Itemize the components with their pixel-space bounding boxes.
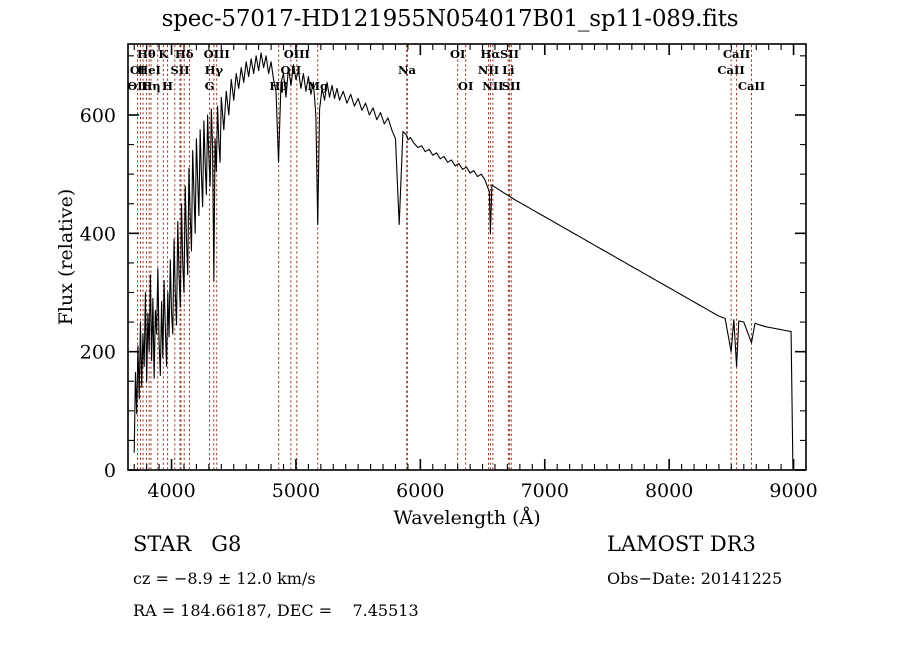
spectral-line-label: Hα (481, 47, 501, 61)
spectral-line-markers (137, 45, 753, 469)
y-tick-label: 600 (80, 105, 116, 127)
spectrum-curve-group (133, 52, 795, 471)
x-tick-label: 6000 (396, 480, 444, 502)
spectrum-curve (133, 52, 795, 471)
meta-cz: cz = −8.9 ± 12.0 km/s (133, 569, 316, 588)
page-title: spec-57017-HD121955N054017B01_sp11-089.f… (161, 6, 739, 32)
x-axis-ticks: 4000 5000 6000 7000 8000 9000 (133, 44, 818, 502)
spectral-line-label: Hγ (205, 63, 224, 77)
spectral-line-label: OII (280, 63, 301, 77)
meta-coordinates: RA = 184.66187, DEC = 7.45513 (133, 601, 419, 620)
spectral-line-label: OI (458, 79, 473, 93)
spectral-line-label: Hθ (137, 47, 156, 61)
spectral-line-label: HeI (137, 63, 161, 77)
spectral-line-label: CaII (738, 79, 765, 93)
y-tick-label: 200 (80, 342, 116, 364)
y-tick-label: 400 (80, 223, 116, 245)
spectral-line-label: CaII (723, 47, 750, 61)
x-tick-label: 7000 (521, 480, 569, 502)
spectral-line-label: SII (170, 63, 189, 77)
meta-obs-date: Obs−Date: 20141225 (607, 569, 783, 588)
meta-survey: LAMOST DR3 (607, 532, 756, 556)
spectral-line-label: NII (478, 63, 499, 77)
spectral-line-label: OIII (284, 47, 310, 61)
spectral-line-label: OI (450, 47, 465, 61)
y-axis-title: Flux (relative) (55, 189, 77, 326)
spectral-line-label: Hη (141, 79, 160, 93)
spectral-line-label: Na (398, 63, 417, 77)
metadata-block: STAR G8 LAMOST DR3 cz = −8.9 ± 12.0 km/s… (0, 528, 900, 638)
spectral-line-label: OII (127, 79, 148, 93)
plot-frame (127, 43, 807, 471)
spectral-line-label: NII (482, 79, 503, 93)
spectral-line-label: K (158, 47, 169, 61)
spectral-line-label: SII (500, 47, 519, 61)
spectral-line-label: H (162, 79, 173, 93)
spectral-line-label: G (205, 79, 215, 93)
spectral-line-label: Mg (307, 79, 328, 93)
y-tick-label: 0 (104, 460, 116, 482)
spectral-line-label: Hδ (175, 47, 194, 61)
axes-frame (127, 43, 807, 471)
spectral-line-label: Li (502, 63, 515, 77)
spectral-line-label: OIII (204, 47, 230, 61)
meta-star-class: STAR G8 (133, 532, 242, 556)
x-axis-title: Wavelength (Å) (393, 507, 540, 529)
y-axis-ticks: 0 200 400 600 (80, 55, 806, 482)
x-tick-label: 4000 (147, 480, 195, 502)
x-tick-label: 9000 (769, 480, 817, 502)
x-tick-label: 8000 (645, 480, 693, 502)
spectral-line-label: OI (130, 63, 145, 77)
spectral-line-label: CaII (717, 63, 744, 77)
spectral-line-label: SII (502, 79, 521, 93)
spectral-line-label: Hβ (269, 79, 288, 93)
x-tick-label: 5000 (272, 480, 320, 502)
